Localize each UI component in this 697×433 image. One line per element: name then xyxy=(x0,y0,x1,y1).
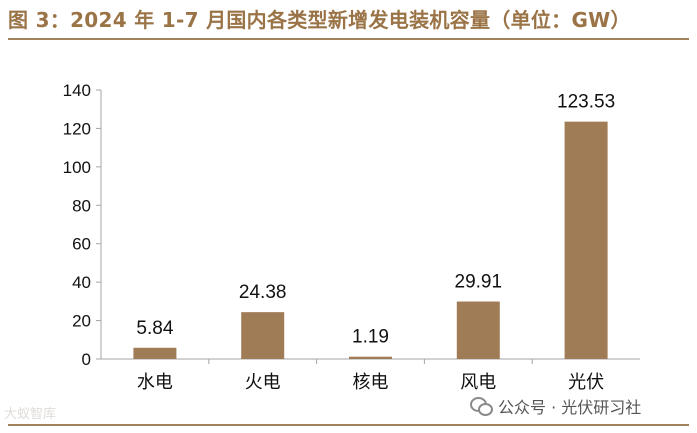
y-tick-label: 40 xyxy=(72,273,91,292)
watermark-left: 大蚁智库 xyxy=(4,407,57,422)
wechat-icon xyxy=(470,397,493,416)
bar-3 xyxy=(456,301,500,359)
category-label: 水电 xyxy=(137,372,173,393)
title-rule xyxy=(8,38,689,40)
data-label: 123.53 xyxy=(557,92,615,113)
data-label: 29.91 xyxy=(455,272,503,293)
y-tick-label: 120 xyxy=(63,119,91,138)
data-label: 1.19 xyxy=(352,327,389,348)
y-tick-label: 140 xyxy=(63,81,91,100)
category-label: 核电 xyxy=(353,372,389,393)
bar-2 xyxy=(349,356,392,359)
bar-1 xyxy=(241,312,285,359)
watermark-right: 公众号 · 光伏研习社 xyxy=(470,394,641,418)
category-label: 风电 xyxy=(460,372,496,393)
data-label: 5.84 xyxy=(136,318,173,339)
y-tick-label: 0 xyxy=(82,350,91,369)
y-tick-label: 100 xyxy=(63,158,91,177)
data-label: 24.38 xyxy=(239,282,287,303)
watermark-right-text: 公众号 · 光伏研习社 xyxy=(498,398,642,417)
category-label: 火电 xyxy=(245,372,281,393)
category-label: 光伏 xyxy=(568,372,604,393)
bottom-rule xyxy=(8,424,689,426)
chart-title: 图 3：2024 年 1-7 月国内各类型新增发电装机容量（单位：GW） xyxy=(8,8,631,32)
bar-4 xyxy=(564,121,608,359)
bar-0 xyxy=(133,347,177,359)
y-tick-label: 60 xyxy=(72,235,91,254)
y-tick-label: 20 xyxy=(72,312,91,331)
y-tick-label: 80 xyxy=(72,196,91,215)
